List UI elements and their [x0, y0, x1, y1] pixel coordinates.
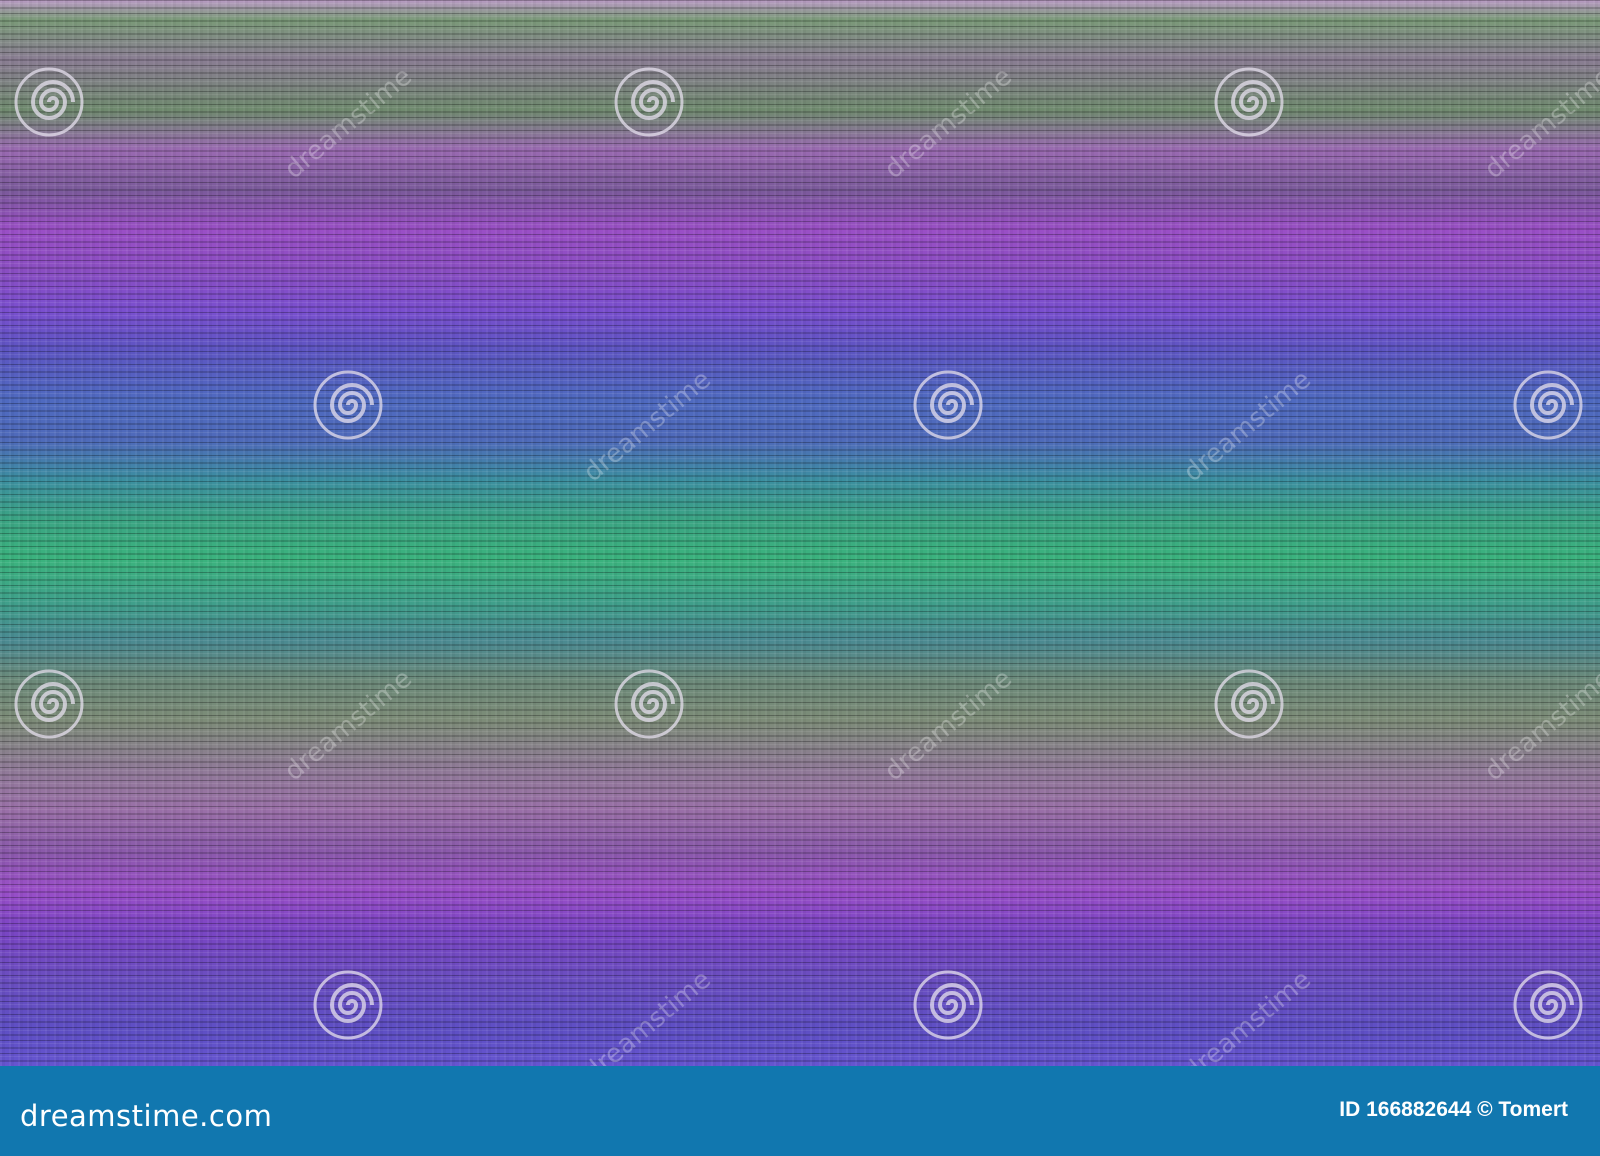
watermark-spiral-icon [1213, 668, 1285, 740]
watermark-spiral-icon [613, 668, 685, 740]
dreamstime-logo: dreamstime.com [20, 1099, 273, 1133]
noise-overlay [0, 0, 1600, 1066]
watermark-spiral-icon [1512, 969, 1584, 1041]
watermark-spiral-icon [312, 969, 384, 1041]
watermark-spiral-icon [1213, 66, 1285, 138]
watermark-spiral-icon [912, 369, 984, 441]
watermark-spiral-icon [613, 66, 685, 138]
watermark-spiral-icon [13, 66, 85, 138]
watermark-spiral-icon [312, 369, 384, 441]
image-credit: ID 166882644 © Tomert [1339, 1098, 1568, 1121]
watermark-spiral-icon [1512, 369, 1584, 441]
footer-bar: dreamstime.com ID 166882644 © Tomert [0, 1066, 1600, 1156]
watermark-spiral-icon [912, 969, 984, 1041]
watermark-spiral-icon [13, 668, 85, 740]
glitch-texture-photo [0, 0, 1600, 1066]
